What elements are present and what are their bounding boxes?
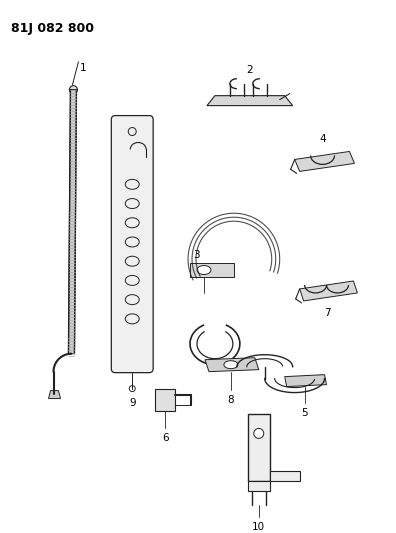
FancyBboxPatch shape	[111, 116, 153, 373]
Text: 5: 5	[301, 408, 308, 417]
Polygon shape	[69, 90, 76, 354]
Bar	[248, 481, 270, 491]
Bar	[248, 414, 270, 481]
Bar	[155, 389, 175, 410]
Text: 7: 7	[324, 308, 331, 318]
Polygon shape	[300, 281, 358, 301]
Circle shape	[254, 429, 264, 439]
Text: 4: 4	[319, 134, 326, 144]
Text: 10: 10	[252, 522, 265, 532]
Bar	[270, 471, 300, 481]
Polygon shape	[285, 375, 327, 386]
Text: 8: 8	[228, 394, 234, 405]
Text: 2: 2	[246, 64, 253, 75]
Ellipse shape	[224, 361, 238, 369]
Polygon shape	[190, 263, 234, 277]
Text: 3: 3	[193, 250, 199, 260]
Ellipse shape	[197, 265, 211, 274]
Text: 81J 082 800: 81J 082 800	[11, 22, 94, 35]
Polygon shape	[295, 151, 354, 172]
Text: 1: 1	[80, 63, 87, 73]
Polygon shape	[49, 391, 61, 399]
Polygon shape	[207, 95, 293, 106]
Polygon shape	[205, 358, 259, 372]
Text: 6: 6	[162, 433, 168, 443]
Text: 9: 9	[129, 398, 135, 408]
Circle shape	[69, 86, 78, 94]
